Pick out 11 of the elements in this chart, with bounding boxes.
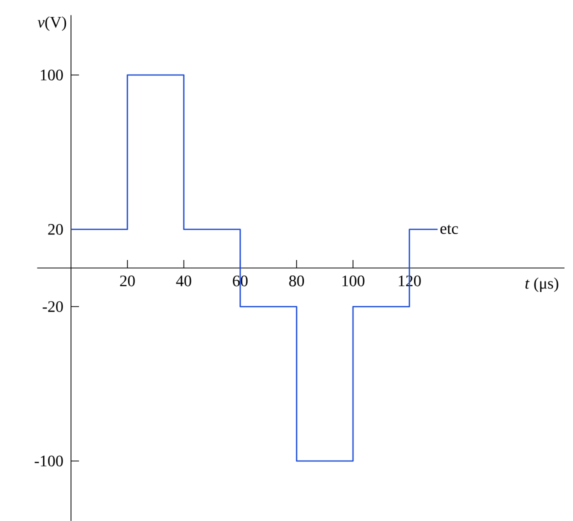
y-axis-title: v(V) xyxy=(38,16,66,31)
y-tick-label: 100 xyxy=(40,70,63,80)
annotation: etc xyxy=(440,224,458,234)
x-tick-label: 40 xyxy=(176,276,192,286)
x-tick-label: 80 xyxy=(289,276,304,286)
y-tick-label: -100 xyxy=(34,456,63,466)
y-tick-label: -20 xyxy=(42,301,63,312)
y-tick-label: 20 xyxy=(48,224,63,235)
x-tick-label: 20 xyxy=(120,276,135,286)
x-tick-label: 100 xyxy=(342,276,364,286)
x-axis-title: t (μs) xyxy=(525,278,558,292)
